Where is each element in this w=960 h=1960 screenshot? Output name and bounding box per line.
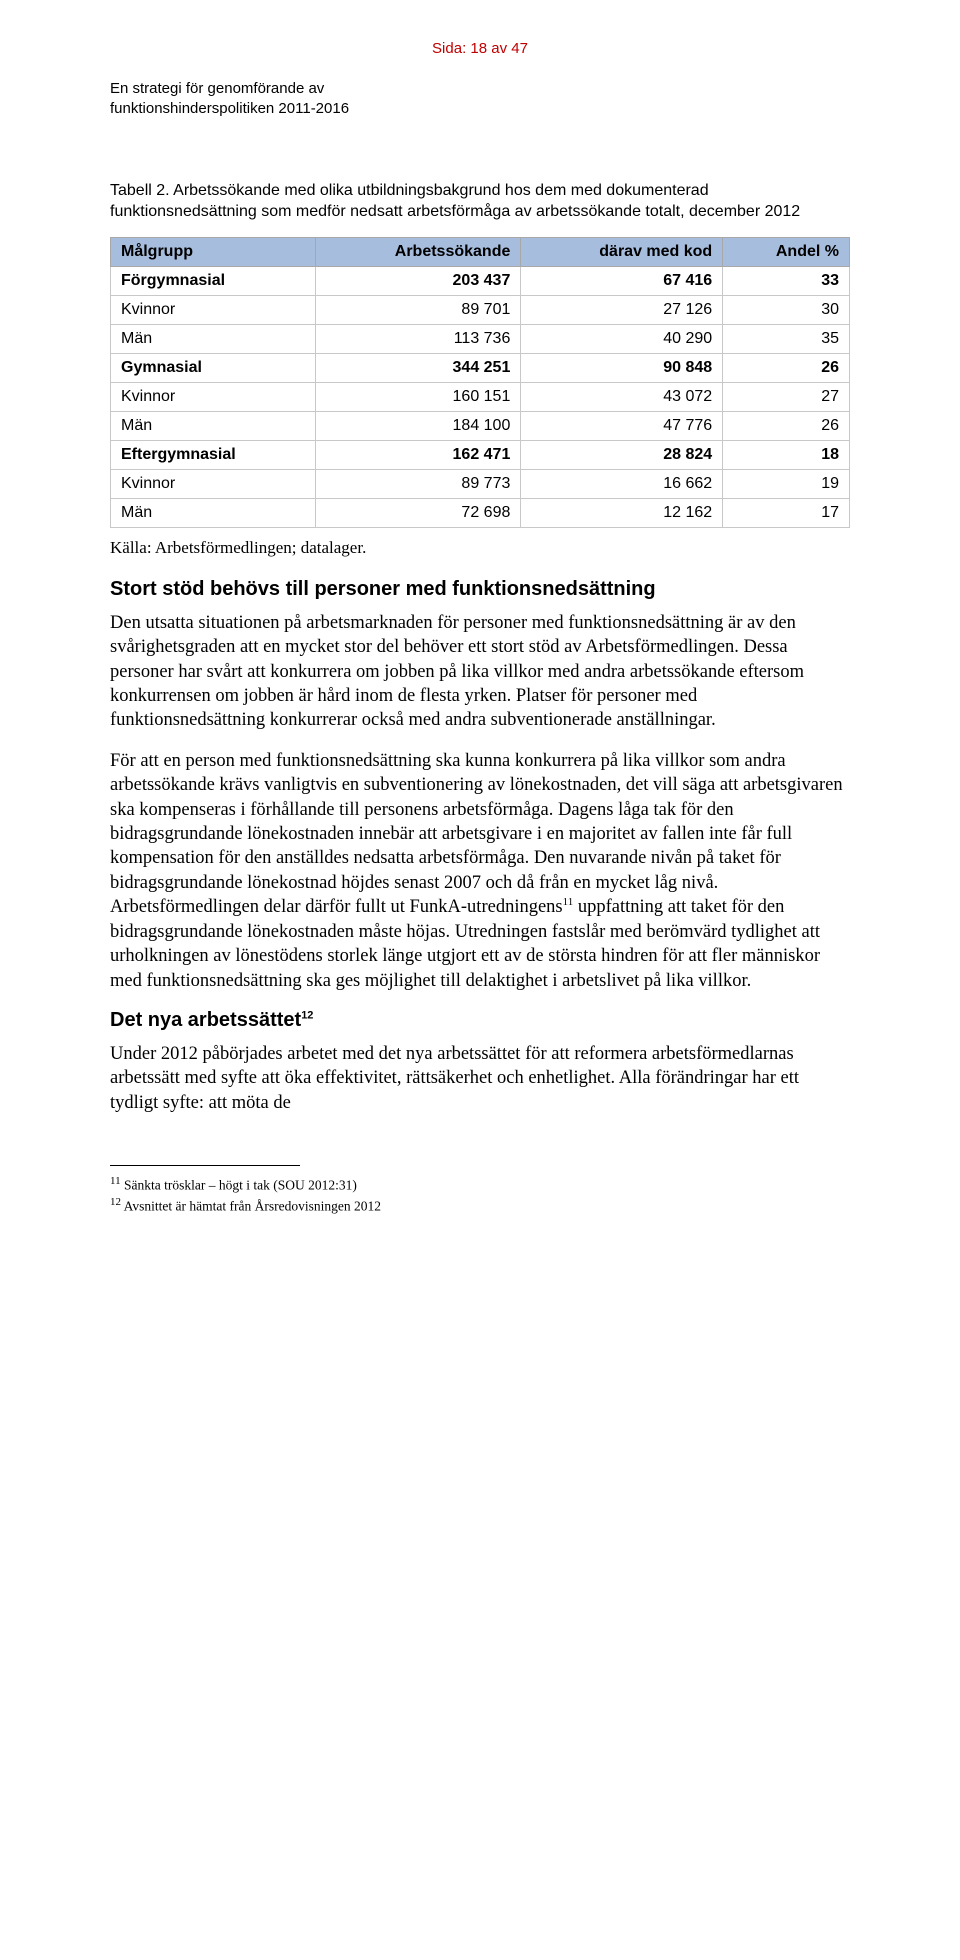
table-cell: Kvinnor — [111, 295, 316, 324]
col-header: Arbetssökande — [315, 237, 521, 266]
table-row: Kvinnor89 70127 12630 — [111, 295, 850, 324]
table-row: Eftergymnasial162 47128 82418 — [111, 440, 850, 469]
col-header: därav med kod — [521, 237, 723, 266]
table-cell: 26 — [723, 353, 850, 382]
table-cell: Gymnasial — [111, 353, 316, 382]
table-cell: 17 — [723, 498, 850, 527]
footnote-number: 12 — [110, 1196, 121, 1208]
table-cell: 89 701 — [315, 295, 521, 324]
table-cell: 30 — [723, 295, 850, 324]
body-paragraph: För att en person med funktionsnedsättni… — [110, 749, 850, 993]
table-cell: 160 151 — [315, 382, 521, 411]
table-row: Män72 69812 16217 — [111, 498, 850, 527]
paragraph-text: För att en person med funktionsnedsättni… — [110, 751, 843, 918]
table-cell: 27 — [723, 382, 850, 411]
footnote-text: Sänkta trösklar – högt i tak (SOU 2012:3… — [121, 1178, 357, 1193]
table-cell: 47 776 — [521, 411, 723, 440]
footnote-separator — [110, 1165, 300, 1166]
table-cell: Eftergymnasial — [111, 440, 316, 469]
table-cell: 16 662 — [521, 469, 723, 498]
table-row: Förgymnasial203 43767 41633 — [111, 266, 850, 295]
table-row: Kvinnor160 15143 07227 — [111, 382, 850, 411]
col-header: Målgrupp — [111, 237, 316, 266]
body-paragraph: Den utsatta situationen på arbetsmarknad… — [110, 611, 850, 733]
footnote-ref: 11 — [563, 896, 574, 908]
table-cell: 184 100 — [315, 411, 521, 440]
heading-text: Det nya arbetssättet — [110, 1009, 301, 1031]
col-header: Andel % — [723, 237, 850, 266]
table-cell: 113 736 — [315, 324, 521, 353]
table-cell: Män — [111, 324, 316, 353]
table-caption: Tabell 2. Arbetssökande med olika utbild… — [110, 180, 850, 223]
section-heading: Det nya arbetssättet12 — [110, 1009, 850, 1032]
table-cell: 344 251 — [315, 353, 521, 382]
footnote: 11 Sänkta trösklar – högt i tak (SOU 201… — [110, 1174, 850, 1195]
table-cell: 35 — [723, 324, 850, 353]
body-paragraph: Under 2012 påbörjades arbetet med det ny… — [110, 1042, 850, 1115]
table-row: Gymnasial344 25190 84826 — [111, 353, 850, 382]
table-cell: 28 824 — [521, 440, 723, 469]
doc-title-line1: En strategi för genomförande av — [110, 80, 324, 97]
table-cell: Kvinnor — [111, 382, 316, 411]
table-row: Män113 73640 29035 — [111, 324, 850, 353]
table-cell: 203 437 — [315, 266, 521, 295]
table-cell: Män — [111, 411, 316, 440]
source-line: Källa: Arbetsförmedlingen; datalager. — [110, 538, 850, 558]
doc-title-line2: funktionshinderspolitiken 2011-2016 — [110, 100, 349, 117]
table-cell: 18 — [723, 440, 850, 469]
table-cell: 43 072 — [521, 382, 723, 411]
section-heading: Stort stöd behövs till personer med funk… — [110, 578, 850, 601]
data-table: Målgrupp Arbetssökande därav med kod And… — [110, 237, 850, 528]
table-header-row: Målgrupp Arbetssökande därav med kod And… — [111, 237, 850, 266]
table-cell: 90 848 — [521, 353, 723, 382]
table-cell: 72 698 — [315, 498, 521, 527]
footnote-text: Avsnittet är hämtat från Årsredovisninge… — [121, 1199, 381, 1214]
table-cell: 33 — [723, 266, 850, 295]
table-cell: 27 126 — [521, 295, 723, 324]
table-row: Män184 10047 77626 — [111, 411, 850, 440]
doc-title: En strategi för genomförande av funktion… — [110, 79, 850, 120]
footnote-ref: 12 — [301, 1009, 313, 1021]
table-cell: Kvinnor — [111, 469, 316, 498]
table-cell: Förgymnasial — [111, 266, 316, 295]
page-indicator: Sida: 18 av 47 — [110, 40, 850, 57]
table-row: Kvinnor89 77316 66219 — [111, 469, 850, 498]
table-cell: 162 471 — [315, 440, 521, 469]
table-cell: 26 — [723, 411, 850, 440]
table-cell: 89 773 — [315, 469, 521, 498]
footnote: 12 Avsnittet är hämtat från Årsredovisni… — [110, 1195, 850, 1216]
table-cell: 40 290 — [521, 324, 723, 353]
table-cell: 19 — [723, 469, 850, 498]
table-cell: Män — [111, 498, 316, 527]
table-cell: 67 416 — [521, 266, 723, 295]
footnote-number: 11 — [110, 1175, 121, 1187]
table-cell: 12 162 — [521, 498, 723, 527]
